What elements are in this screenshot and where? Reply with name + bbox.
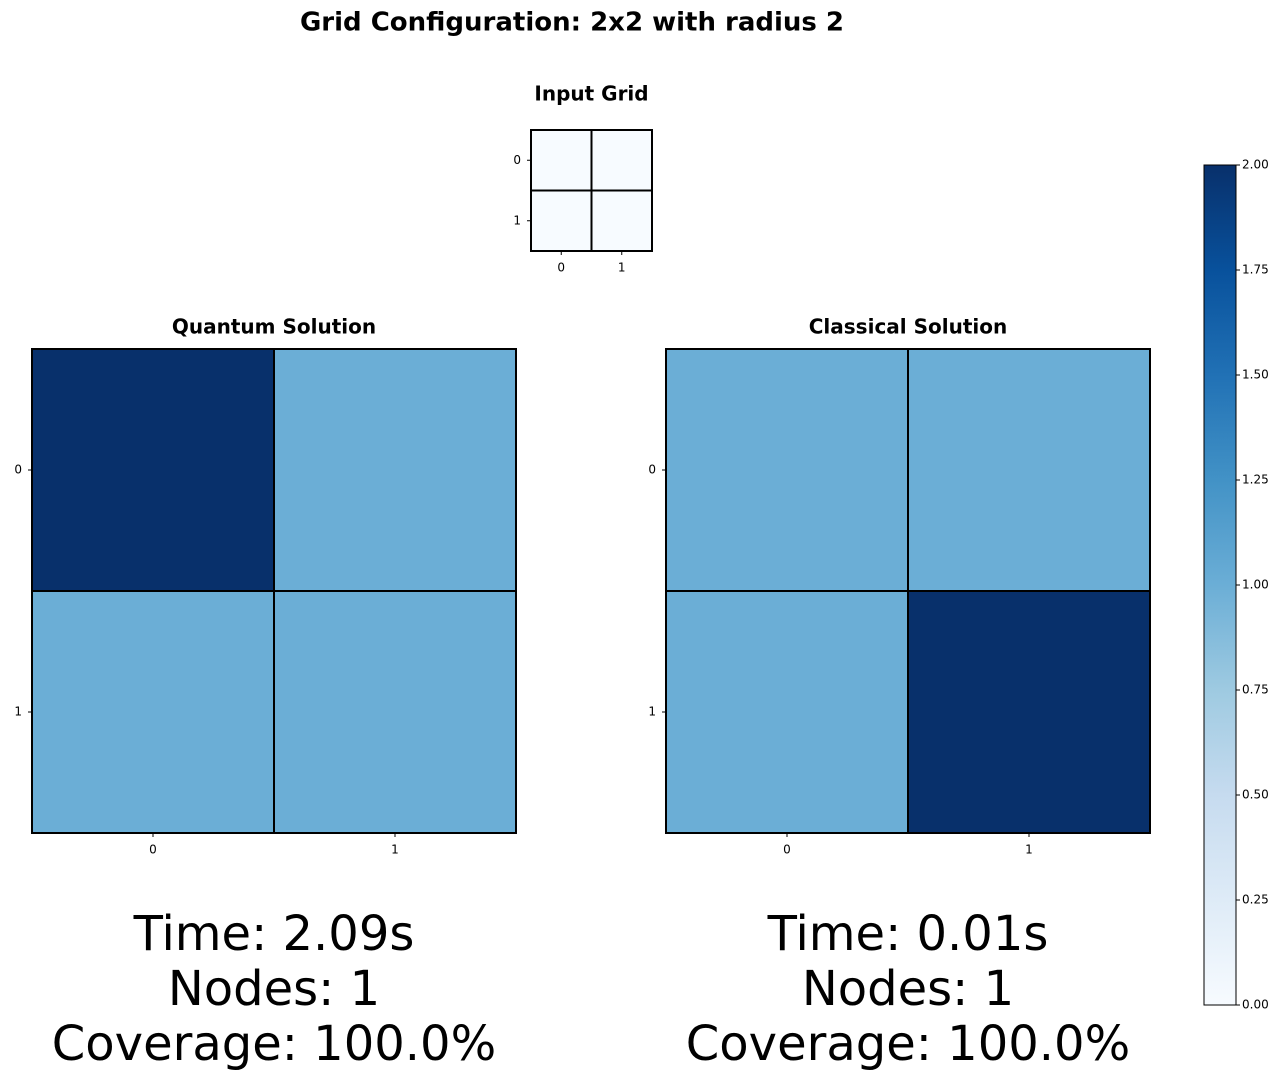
colorbar-tick-label: 0.25 (1242, 893, 1269, 907)
heatmap-cell (590, 129, 653, 192)
y-tick-label: 0 (648, 463, 656, 477)
subplot-title: Quantum Solution (172, 315, 376, 339)
colorbar-tick-label: 0.75 (1242, 683, 1269, 697)
axes-frame (31, 348, 517, 834)
colorbar-tick-label: 0.50 (1242, 788, 1269, 802)
x-tick-label: 1 (618, 261, 626, 275)
annotation: Nodes: 1 (802, 961, 1014, 1017)
x-tick-label: 0 (149, 843, 157, 857)
heatmap-cell (907, 348, 1151, 592)
colorbar (1203, 164, 1237, 1006)
annotation: Coverage: 100.0% (686, 1016, 1130, 1072)
subplot-title: Input Grid (534, 82, 648, 106)
heatmap-cell (665, 590, 909, 834)
x-tick-label: 0 (557, 261, 565, 275)
heatmap-cell (31, 590, 275, 834)
x-tick-label: 0 (783, 843, 791, 857)
heatmap-cell (31, 348, 275, 592)
y-tick-label: 0 (513, 153, 521, 167)
y-tick-label: 0 (14, 463, 22, 477)
y-tick-label: 1 (648, 705, 656, 719)
axes-frame (665, 348, 1151, 834)
colorbar-tick-label: 2.00 (1242, 158, 1269, 172)
annotation: Time: 0.01s (767, 906, 1049, 962)
x-tick-label: 1 (1025, 843, 1033, 857)
colorbar-tick-label: 1.00 (1242, 578, 1269, 592)
colorbar-tick-label: 1.75 (1242, 263, 1269, 277)
y-tick-label: 1 (513, 213, 521, 227)
annotation: Nodes: 1 (168, 961, 380, 1017)
annotation: Coverage: 100.0% (52, 1016, 496, 1072)
heatmap-cell (907, 590, 1151, 834)
heatmap-cell (273, 348, 517, 592)
figure-title: Grid Configuration: 2x2 with radius 2 (300, 8, 844, 38)
heatmap-cell (530, 189, 593, 252)
colorbar-tick-label: 1.50 (1242, 368, 1269, 382)
annotation: Time: 2.09s (133, 906, 415, 962)
heatmap-cell (273, 590, 517, 834)
heatmap-cell (665, 348, 909, 592)
heatmap-cell (530, 129, 593, 192)
heatmap-cell (590, 189, 653, 252)
colorbar-tick-label: 1.25 (1242, 473, 1269, 487)
colorbar-tick-label: 0.00 (1242, 998, 1269, 1012)
y-tick-label: 1 (14, 705, 22, 719)
subplot-title: Classical Solution (809, 315, 1008, 339)
axes-frame (530, 129, 653, 252)
x-tick-label: 1 (391, 843, 399, 857)
